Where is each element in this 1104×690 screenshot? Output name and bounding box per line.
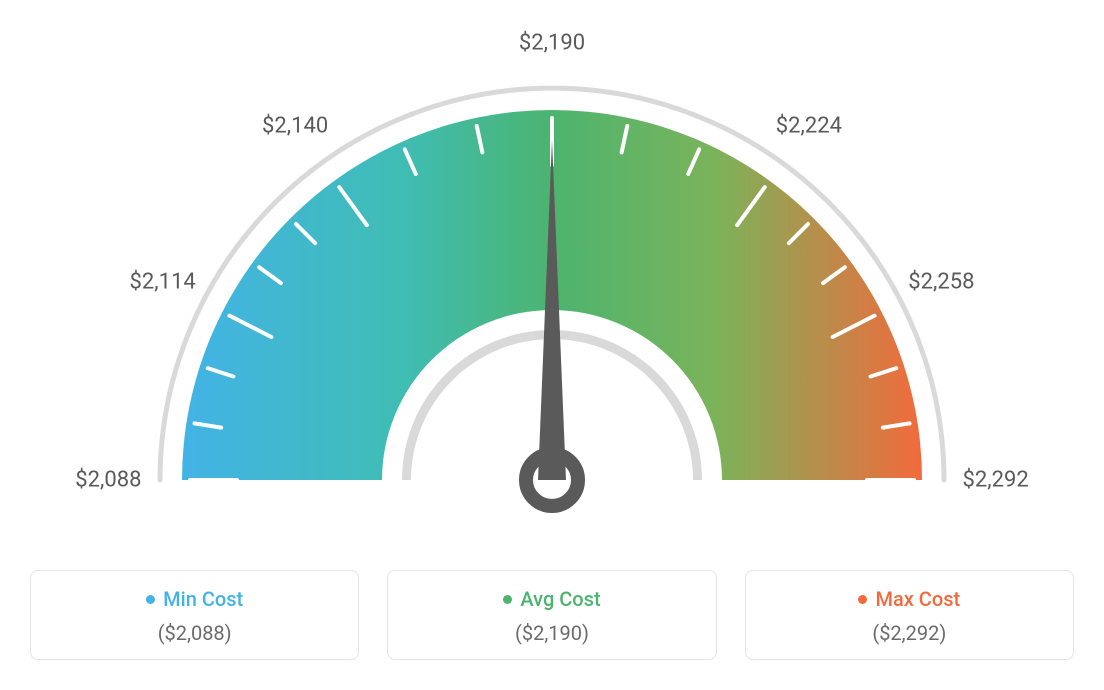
gauge-tick-label: $2,088: [75, 468, 141, 493]
legend-card-min: Min Cost ($2,088): [30, 570, 359, 660]
dot-icon: [503, 595, 512, 604]
gauge-tick-label: $2,114: [130, 269, 196, 294]
legend-row: Min Cost ($2,088) Avg Cost ($2,190) Max …: [0, 560, 1104, 660]
gauge-tick-label: $2,258: [908, 269, 974, 294]
gauge-tick-label: $2,190: [519, 31, 585, 56]
dot-icon: [858, 595, 867, 604]
gauge-tick-label: $2,224: [776, 114, 842, 139]
legend-label: Max Cost: [875, 587, 960, 611]
gauge-tick-label: $2,140: [262, 114, 328, 139]
legend-card-max: Max Cost ($2,292): [745, 570, 1074, 660]
legend-label: Min Cost: [163, 587, 243, 611]
legend-value: ($2,190): [398, 621, 705, 645]
gauge-chart: $2,088 $2,114 $2,140 $2,190 $2,224 $2,258 $2,2…: [0, 0, 1104, 560]
legend-title-min: Min Cost: [146, 587, 243, 611]
legend-card-avg: Avg Cost ($2,190): [387, 570, 716, 660]
legend-title-avg: Avg Cost: [503, 587, 600, 611]
legend-value: ($2,088): [41, 621, 348, 645]
legend-title-max: Max Cost: [858, 587, 960, 611]
legend-value: ($2,292): [756, 621, 1063, 645]
dot-icon: [146, 595, 155, 604]
gauge-tick-label: $2,292: [963, 468, 1029, 493]
legend-label: Avg Cost: [520, 587, 600, 611]
